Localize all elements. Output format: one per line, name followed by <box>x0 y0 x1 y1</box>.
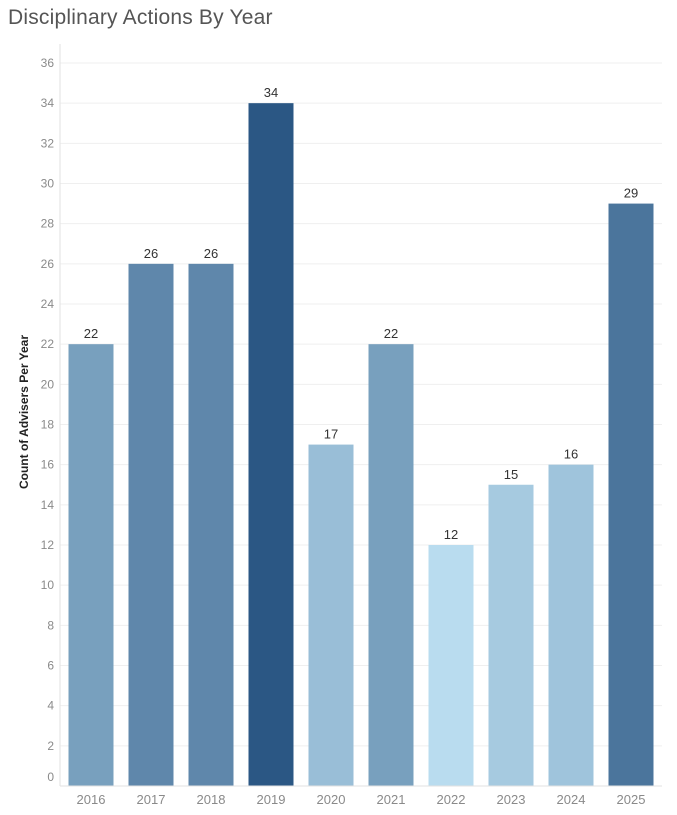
x-tick-label-2019: 2019 <box>257 792 286 807</box>
y-tick-label: 4 <box>47 699 54 713</box>
bar-2025[interactable] <box>608 203 654 787</box>
data-label-2022: 12 <box>444 527 458 542</box>
x-tick-label-2016: 2016 <box>77 792 106 807</box>
x-tick-label-2020: 2020 <box>317 792 346 807</box>
y-tick-label: 30 <box>41 177 55 191</box>
x-tick-label-2017: 2017 <box>137 792 166 807</box>
bar-2024[interactable] <box>548 464 594 786</box>
y-tick-label: 32 <box>41 136 55 150</box>
y-tick-label: 6 <box>47 659 54 673</box>
bar-2018[interactable] <box>188 263 234 786</box>
x-tick-label-2024: 2024 <box>557 792 586 807</box>
data-label-2018: 26 <box>204 246 218 261</box>
bar-2016[interactable] <box>68 344 114 786</box>
y-tick-label: 14 <box>41 498 55 512</box>
data-label-2019: 34 <box>264 85 278 100</box>
y-tick-label: 16 <box>41 458 55 472</box>
y-tick-label: 20 <box>41 377 55 391</box>
x-tick-label-2023: 2023 <box>497 792 526 807</box>
y-tick-label: 28 <box>41 217 55 231</box>
y-tick-label: 34 <box>41 96 55 110</box>
y-axis-title: Count of Advisers Per Year <box>17 335 31 489</box>
y-tick-label: 18 <box>41 418 55 432</box>
y-tick-label: 12 <box>41 538 55 552</box>
bar-2022[interactable] <box>428 545 474 786</box>
y-tick-label: 36 <box>41 56 55 70</box>
x-tick-label-2018: 2018 <box>197 792 226 807</box>
chart-title: Disciplinary Actions By Year <box>8 6 273 29</box>
x-tick-label-2021: 2021 <box>377 792 406 807</box>
bar-2023[interactable] <box>488 484 534 786</box>
data-label-2021: 22 <box>384 326 398 341</box>
y-tick-label: 22 <box>41 337 55 351</box>
x-tick-label-2025: 2025 <box>617 792 646 807</box>
data-label-2024: 16 <box>564 447 578 462</box>
bar-2019[interactable] <box>248 103 294 786</box>
data-label-2025: 29 <box>624 186 638 201</box>
y-tick-label: 24 <box>41 297 55 311</box>
bar-2020[interactable] <box>308 444 354 786</box>
x-axis: 2016 2017 2018 2019 2020 2021 2022 2023 2024 2025 <box>60 785 662 807</box>
data-label-2016: 22 <box>84 326 98 341</box>
y-tick-label: 0 <box>47 770 54 784</box>
bar-2017[interactable] <box>128 263 174 786</box>
data-label-2020: 17 <box>324 427 338 442</box>
y-tick-label: 8 <box>47 618 54 632</box>
data-label-2023: 15 <box>504 467 518 482</box>
data-label-2017: 26 <box>144 246 158 261</box>
bars: 22 26 26 34 17 22 12 15 16 29 <box>68 85 654 787</box>
y-tick-label: 26 <box>41 257 55 271</box>
y-tick-label: 2 <box>47 739 54 753</box>
y-tick-label: 10 <box>41 578 55 592</box>
bar-2021[interactable] <box>368 344 414 786</box>
x-tick-label-2022: 2022 <box>437 792 466 807</box>
